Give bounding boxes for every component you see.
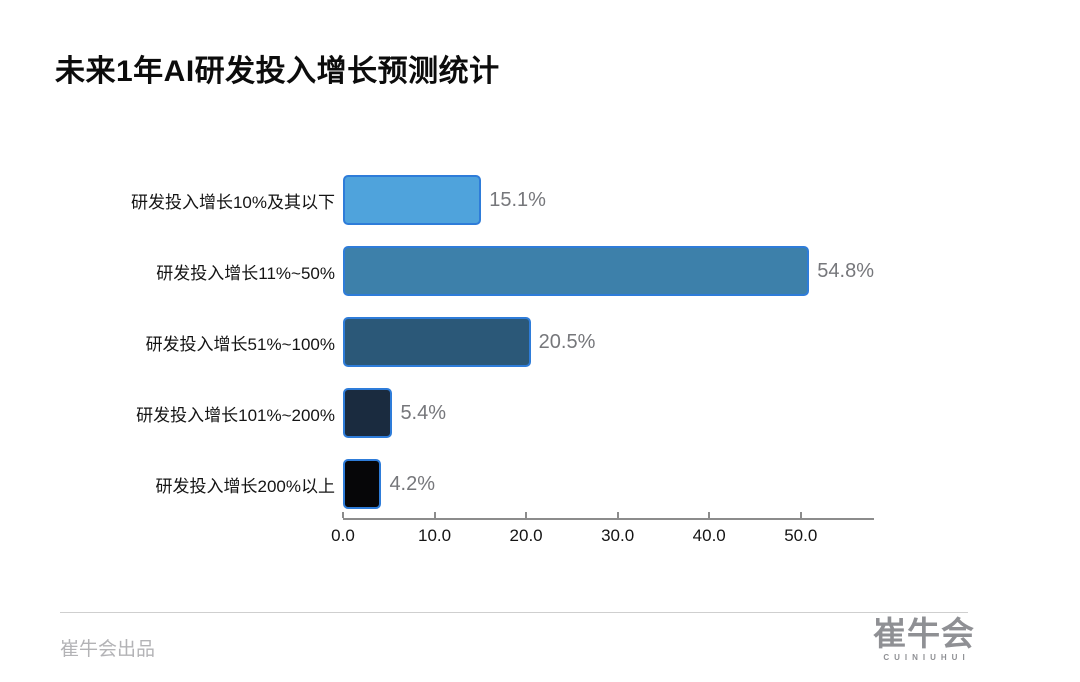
bar bbox=[343, 317, 531, 367]
value-label: 54.8% bbox=[817, 259, 874, 282]
category-label: 研发投入增长11%~50% bbox=[156, 263, 335, 283]
x-axis-tick bbox=[525, 512, 528, 518]
bar-row: 研发投入增长11%~50% 54.8% bbox=[0, 246, 1080, 296]
bar bbox=[343, 388, 393, 438]
value-label: 5.4% bbox=[400, 401, 447, 424]
x-axis-tick-label: 50.0 bbox=[784, 526, 818, 545]
x-axis-tick bbox=[433, 512, 436, 518]
brand-logo: 崔牛会 CUINIUHUI bbox=[873, 615, 975, 663]
bar bbox=[343, 459, 382, 509]
plot-area: 4.2% bbox=[343, 459, 874, 509]
bar-row: 研发投入增长10%及其以下 15.1% bbox=[0, 175, 1080, 225]
x-axis-tick bbox=[616, 512, 619, 518]
category-label: 研发投入增长10%及其以下 bbox=[130, 192, 335, 212]
x-axis-tick-label: 20.0 bbox=[509, 526, 543, 545]
x-axis-tick bbox=[342, 512, 344, 518]
bar bbox=[343, 175, 482, 225]
bar bbox=[343, 246, 810, 296]
category-label: 研发投入增长51%~100% bbox=[145, 334, 335, 354]
x-axis: 0.0 10.0 20.0 30.0 40.0 50.0 bbox=[331, 512, 874, 545]
value-label: 4.2% bbox=[389, 472, 436, 495]
category-label: 研发投入增长101%~200% bbox=[136, 405, 335, 425]
brand-logo-text: 崔牛会 bbox=[873, 615, 975, 652]
footer-divider bbox=[60, 612, 968, 613]
x-axis-tick-label: 10.0 bbox=[418, 526, 452, 545]
bar-row: 研发投入增长200%以上 4.2% bbox=[0, 459, 1080, 509]
bar-row: 研发投入增长51%~100% 20.5% bbox=[0, 317, 1080, 367]
bar-chart: 研发投入增长10%及其以下 15.1% 研发投入增长11%~50% 54.8% … bbox=[0, 175, 1080, 530]
footer-credit: 崔牛会出品 bbox=[60, 639, 156, 660]
chart-title: 未来1年AI研发投入增长预测统计 bbox=[55, 55, 500, 88]
brand-logo-subtext: CUINIUHUI bbox=[883, 653, 970, 663]
plot-area: 54.8% bbox=[343, 246, 874, 296]
value-label: 20.5% bbox=[538, 330, 596, 353]
plot-area: 15.1% bbox=[343, 175, 874, 225]
x-axis-tick bbox=[708, 512, 711, 518]
category-label: 研发投入增长200%以上 bbox=[155, 476, 335, 496]
bar-row: 研发投入增长101%~200% 5.4% bbox=[0, 388, 1080, 438]
x-axis-tick bbox=[799, 512, 802, 518]
value-label: 15.1% bbox=[489, 188, 546, 211]
plot-area: 20.5% bbox=[343, 317, 874, 367]
x-axis-tick-label: 30.0 bbox=[601, 526, 635, 545]
x-axis-tick-label: 40.0 bbox=[692, 526, 726, 545]
plot-area: 5.4% bbox=[343, 388, 874, 438]
x-axis-tick-label: 0.0 bbox=[331, 526, 355, 545]
